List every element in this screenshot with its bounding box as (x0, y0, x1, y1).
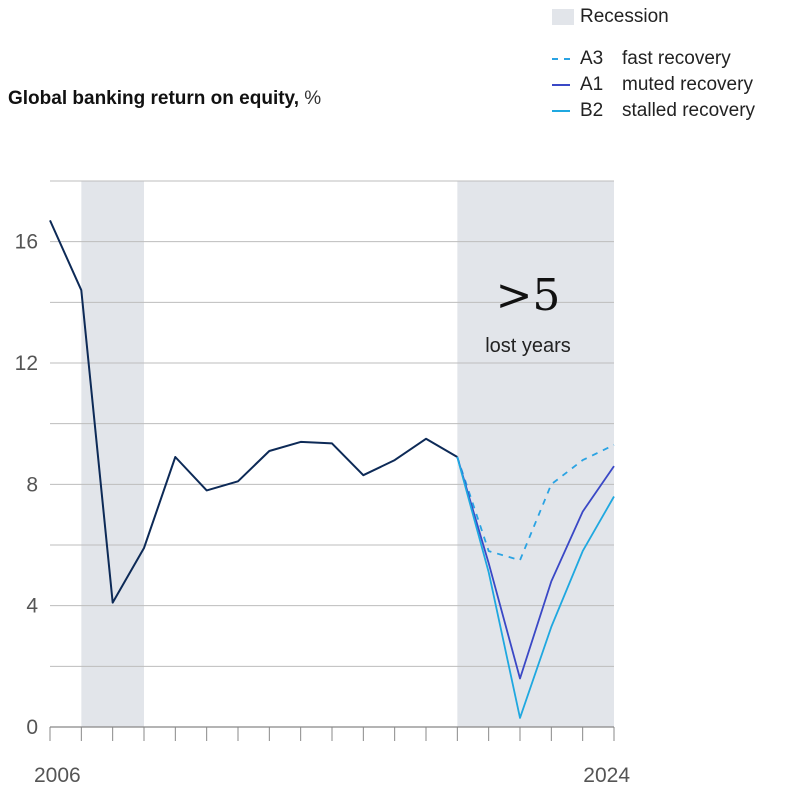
annotation-value: >5 (496, 270, 561, 321)
annotation-label: lost years (485, 335, 571, 357)
recession-shading (81, 181, 614, 727)
legend-code-a3: A3 (580, 48, 604, 69)
legend-code-a1: A1 (580, 74, 604, 95)
legend-label-a1: muted recovery (622, 74, 753, 95)
chart-title: Global banking return on equity, % (8, 88, 321, 110)
legend-line-b2 (552, 109, 570, 112)
series-line-3 (456, 456, 615, 680)
recession-band-2 (457, 181, 614, 727)
y-tick-label: 12 (15, 352, 38, 375)
y-tick-label: 0 (26, 716, 38, 739)
legend-recession: Recession (552, 4, 755, 30)
legend-label-b2: stalled recovery (622, 100, 756, 121)
legend-code-b2: B2 (580, 100, 604, 121)
x-axis (49, 726, 615, 741)
x-tick-label: 2024 (583, 764, 630, 787)
legend-line-a1 (552, 83, 570, 86)
y-tick-label: 8 (26, 473, 38, 496)
legend-item-b2: B2 stalled recovery (552, 98, 755, 124)
x-tick-label: 2006 (34, 764, 81, 787)
legend: Recession A3 fast recovery A1 muted recove… (552, 4, 755, 124)
series-lines (49, 219, 615, 719)
y-tick-labels: 0 4 8 12 16 (15, 231, 39, 739)
y-tick-label: 16 (15, 231, 38, 254)
x-tick-labels: 2006 2024 (34, 764, 630, 787)
y-tick-label: 4 (26, 595, 38, 618)
chart-title-unit: % (299, 88, 322, 109)
legend-line-a3 (552, 57, 570, 60)
legend-label-a3: fast recovery (622, 48, 731, 69)
chart-title-main: Global banking return on equity, (8, 88, 299, 109)
series-line-4 (456, 456, 615, 719)
legend-recession-label: Recession (580, 6, 669, 27)
series-line-2 (456, 444, 615, 562)
recession-swatch (552, 8, 574, 25)
series-line-1 (49, 219, 458, 604)
legend-item-a3: A3 fast recovery (552, 46, 755, 72)
recession-band-1 (81, 181, 144, 727)
legend-item-a1: A1 muted recovery (552, 72, 755, 98)
gridlines (50, 180, 614, 667)
